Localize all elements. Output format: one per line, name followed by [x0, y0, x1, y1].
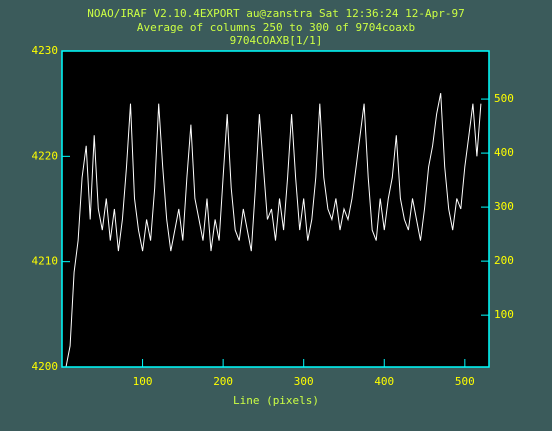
y-tick-label: 4220 — [32, 149, 59, 162]
y-tick-label: 4210 — [32, 255, 59, 268]
chart-title: NOAO/IRAF V2.10.4EXPORT au@zanstra Sat 1… — [87, 7, 465, 20]
y2-tick-label: 500 — [494, 92, 514, 105]
x-tick-label: 100 — [133, 375, 153, 388]
y-tick-label: 4200 — [32, 360, 59, 373]
data-line — [65, 93, 482, 368]
y2-tick-label: 100 — [494, 308, 514, 321]
x-tick-label: 500 — [455, 375, 475, 388]
y2-tick-label: 400 — [494, 146, 514, 159]
x-tick-label: 300 — [294, 375, 314, 388]
x-axis-label: Line (pixels) — [233, 394, 319, 407]
y-tick-label: 4230 — [32, 44, 59, 57]
x-tick-label: 400 — [374, 375, 394, 388]
y2-tick-label: 300 — [494, 200, 514, 213]
plot-area — [62, 51, 489, 367]
image-label: 9704COAXB[1/1] — [230, 34, 323, 47]
chart-subtitle: Average of columns 250 to 300 of 9704coa… — [137, 21, 415, 34]
y2-tick-label: 200 — [494, 254, 514, 267]
plot-frame — [61, 50, 490, 368]
x-tick-label: 200 — [213, 375, 233, 388]
